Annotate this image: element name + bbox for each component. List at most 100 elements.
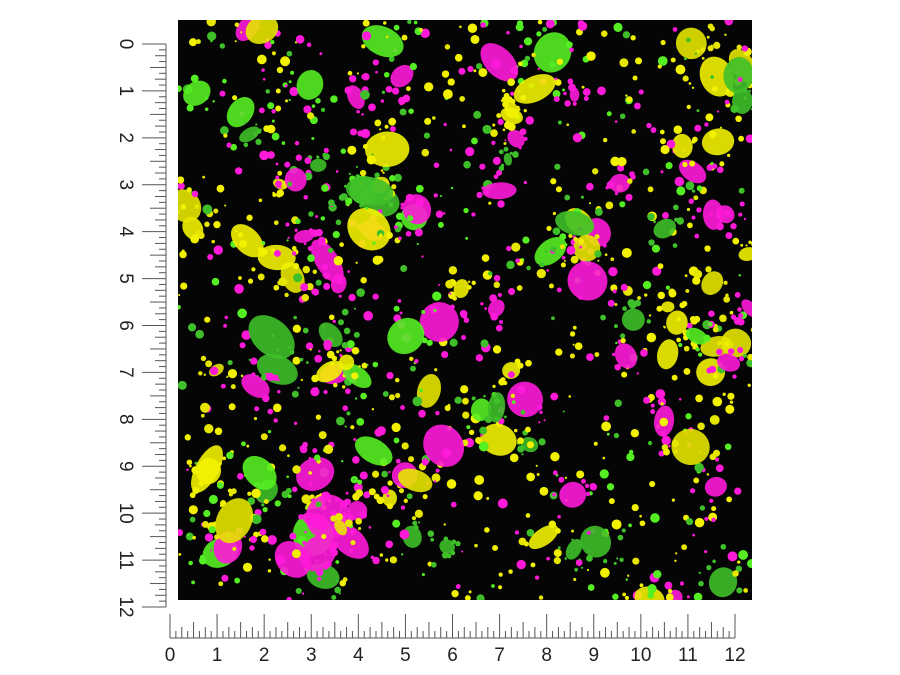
- splat-drop: [336, 350, 340, 354]
- splat-dot: [510, 393, 515, 399]
- splat-drop: [722, 392, 726, 396]
- splat-drop: [748, 240, 752, 245]
- splat-drop: [614, 191, 619, 196]
- splat-dot: [289, 532, 297, 540]
- splat-drop: [536, 31, 542, 37]
- splat-drop: [741, 87, 748, 93]
- splat-dot: [270, 39, 275, 45]
- splat-dot: [542, 26, 548, 32]
- splat-drop: [458, 67, 466, 75]
- splat-drop: [418, 409, 426, 418]
- splat-dot: [287, 454, 290, 458]
- splat-dot: [471, 212, 476, 217]
- splat-dot: [333, 256, 344, 266]
- splat-drop: [715, 464, 724, 473]
- splat-dot: [343, 515, 346, 518]
- splat: [215, 498, 254, 544]
- splat-drop: [503, 146, 509, 152]
- splat-dot: [626, 96, 633, 103]
- splat-dot: [461, 550, 464, 553]
- splat-drop: [737, 307, 742, 312]
- splat-dot: [180, 282, 188, 290]
- splat-drop: [446, 553, 452, 559]
- splat: [528, 524, 559, 550]
- splat-dot: [319, 52, 323, 56]
- splat: [480, 423, 517, 456]
- splat-dot: [660, 144, 670, 155]
- splat-drop: [620, 283, 628, 291]
- splat-dot: [647, 212, 655, 221]
- splat-dot: [462, 124, 466, 129]
- splat-drop: [484, 307, 488, 310]
- splat-dot: [299, 445, 308, 454]
- splat-drop: [572, 101, 577, 106]
- splat-drop: [333, 542, 339, 548]
- splat-dot: [443, 523, 446, 526]
- splat: [686, 327, 708, 345]
- splat-dot: [673, 125, 683, 134]
- splat-dot: [515, 258, 520, 264]
- splat: [280, 262, 305, 293]
- splat-dot: [738, 550, 749, 560]
- splat-dot: [361, 362, 368, 369]
- splat-dot: [445, 279, 454, 289]
- splat-drop: [748, 89, 751, 93]
- splat-drop: [403, 498, 409, 504]
- splat-dot: [492, 345, 502, 354]
- splat-drop: [267, 408, 274, 415]
- splat-drop: [335, 580, 338, 583]
- splat-dot: [237, 308, 248, 319]
- splat-drop: [717, 166, 724, 174]
- splat-dot: [341, 385, 346, 389]
- splat-drop: [212, 100, 215, 103]
- splat-drop: [337, 319, 344, 326]
- splat: [419, 302, 459, 342]
- splat-drop: [697, 422, 705, 431]
- splat-dot: [254, 406, 260, 412]
- splat-drop: [330, 361, 335, 366]
- ruler-label: 4: [115, 226, 136, 237]
- splat-dot: [511, 400, 516, 404]
- splat-dot: [474, 475, 485, 485]
- splat-dot: [257, 273, 265, 281]
- splat-dot: [634, 57, 643, 65]
- splat-dot: [203, 509, 211, 518]
- splat-dot: [490, 129, 498, 137]
- splat-drop: [408, 456, 415, 463]
- splat-drop: [198, 556, 207, 565]
- splat-drop: [308, 481, 314, 487]
- splat-dot: [460, 385, 469, 394]
- splat-dot: [372, 556, 380, 565]
- splat-drop: [732, 374, 737, 379]
- splat-drop: [684, 274, 688, 278]
- splat-dot: [586, 353, 594, 361]
- splat-drop: [255, 138, 262, 146]
- splat-drop: [205, 360, 213, 368]
- splat-drop: [186, 104, 194, 112]
- splat-dot: [258, 198, 263, 203]
- splat-dot: [696, 185, 703, 192]
- splat-dot: [385, 558, 389, 562]
- splat-drop: [371, 153, 374, 156]
- splat-drop: [190, 74, 199, 83]
- splat-drop: [471, 280, 476, 286]
- splat: [397, 468, 433, 493]
- splat-drop: [723, 295, 731, 303]
- splat-dot: [605, 201, 614, 210]
- splat-dot: [475, 63, 483, 70]
- splat-dot: [292, 324, 302, 333]
- splat-drop: [415, 184, 424, 193]
- splat-drop: [379, 128, 382, 131]
- splat-dot: [724, 20, 734, 26]
- splat-dot: [383, 21, 387, 25]
- splat: [701, 271, 724, 295]
- splat-dot: [332, 230, 340, 239]
- splat-drop: [524, 238, 528, 241]
- splat-dot: [516, 20, 524, 27]
- splat-dot: [328, 199, 335, 207]
- splat-drop: [498, 378, 506, 386]
- splat-drop: [760, 41, 764, 45]
- splat-dot: [546, 269, 550, 272]
- splat-drop: [300, 283, 309, 292]
- splat-dot: [478, 441, 489, 452]
